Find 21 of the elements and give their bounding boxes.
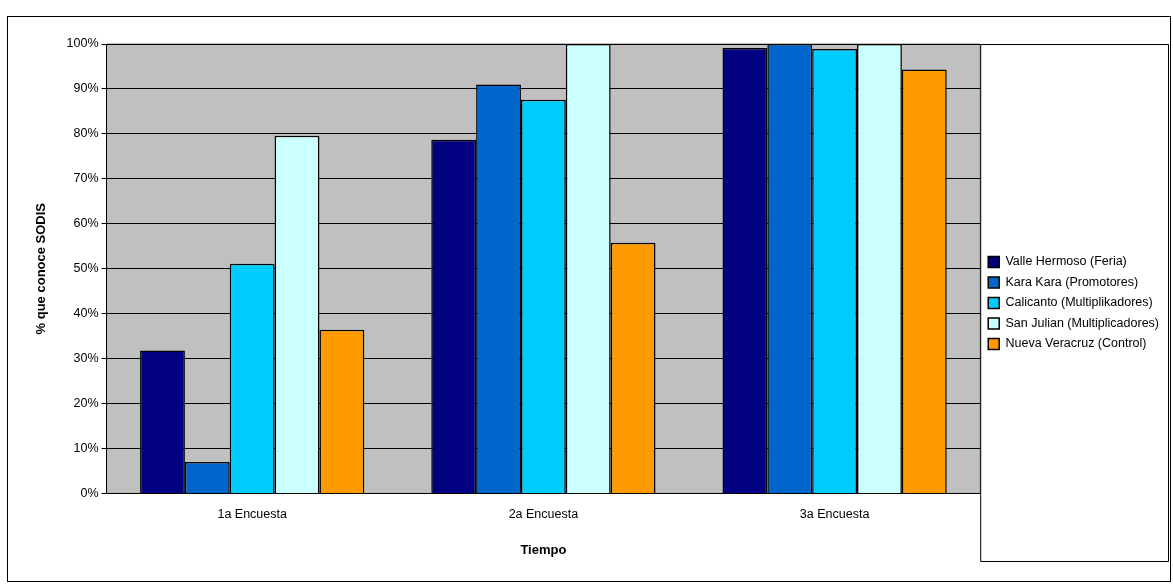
- x-tick-label: 2a Encuesta: [508, 507, 579, 522]
- x-tick-label: 1a Encuesta: [217, 507, 287, 522]
- legend-label: Valle Hermoso (Feria): [1005, 254, 1127, 269]
- y-tick-label: 80%: [73, 126, 99, 141]
- legend-label: Kara Kara (Promotores): [1005, 274, 1139, 289]
- x-tick-label: 3a Encuesta: [799, 507, 870, 522]
- y-tick-label: 60%: [73, 216, 99, 231]
- legend-label: Nueva Veracruz (Control): [1005, 336, 1147, 351]
- y-tick-label: 70%: [73, 171, 99, 186]
- y-tick-label: 0%: [80, 485, 99, 500]
- y-tick-label: 20%: [73, 395, 99, 410]
- y-tick-label: 10%: [73, 440, 99, 455]
- y-tick-label: 50%: [73, 261, 99, 276]
- y-tick-label: 100%: [66, 36, 99, 51]
- y-tick-label: 40%: [73, 306, 99, 321]
- y-tick-label: 90%: [73, 81, 99, 96]
- x-axis-title: Tiempo: [520, 541, 567, 557]
- y-tick-label: 30%: [73, 351, 99, 366]
- legend-label: Calicanto (Multiplikadores): [1005, 295, 1153, 310]
- y-axis-title: % que conoce SODIS: [33, 202, 49, 335]
- legend-label: San Julian (Multiplicadores): [1005, 315, 1160, 330]
